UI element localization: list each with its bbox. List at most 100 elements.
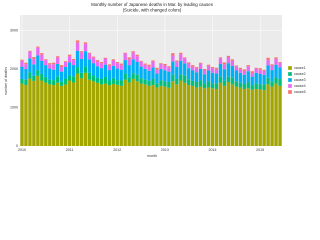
- bar-segment: [246, 82, 250, 89]
- bar-segment: [83, 66, 88, 73]
- bar-segment: [151, 60, 155, 62]
- bar-segment: [28, 51, 32, 59]
- bar-segment: [60, 67, 64, 72]
- bar-segment: [95, 77, 100, 83]
- bar-segment: [60, 71, 64, 82]
- bar-segment: [171, 55, 175, 62]
- legend-swatch: [287, 77, 293, 83]
- bar-segment: [262, 84, 266, 91]
- bar-segment: [91, 81, 96, 146]
- bar-segment: [206, 87, 211, 146]
- bar-segment: [127, 59, 131, 66]
- chart-subtitle: (Suicide, with changed colors): [123, 8, 182, 13]
- bar-segment: [127, 57, 131, 60]
- bar-segment: [127, 65, 131, 78]
- bar-segment: [262, 70, 266, 75]
- bar-segment: [91, 56, 96, 58]
- bar-segment: [210, 72, 215, 84]
- x-tick-label: 2013: [161, 148, 169, 152]
- bar-segment: [230, 65, 235, 78]
- bar-segment: [163, 65, 167, 71]
- bar-segment: [171, 74, 175, 82]
- chart-title: Monthly number of Japanese deaths in Mar…: [91, 2, 214, 7]
- bar-segment: [48, 64, 52, 69]
- bar-segment: [36, 47, 40, 56]
- bar-segment: [246, 88, 250, 146]
- bar-segment: [175, 84, 179, 146]
- bar-segment: [32, 64, 36, 76]
- bar-segment: [119, 65, 123, 70]
- bar-segment: [167, 67, 171, 72]
- bar-segment: [123, 60, 127, 74]
- bar-segment: [151, 78, 155, 86]
- bar-segment: [210, 68, 215, 73]
- bar-segment: [28, 58, 32, 73]
- bar-segment: [242, 74, 246, 84]
- bar-segment: [111, 60, 115, 66]
- bar-segment: [206, 65, 211, 71]
- bar-segment: [278, 62, 282, 68]
- bar-segment: [218, 63, 223, 77]
- bar-segment: [24, 85, 28, 146]
- y-tick-label: 2000: [10, 67, 18, 71]
- bar-segment: [230, 77, 235, 85]
- bar-segment: [179, 80, 183, 146]
- bar-segment: [270, 64, 274, 66]
- y-tick-label: 3000: [10, 28, 18, 32]
- bar-segment: [28, 50, 32, 52]
- bar-segment: [278, 78, 282, 86]
- bar-segment: [238, 72, 242, 83]
- bar-segment: [143, 84, 147, 146]
- bar-segment: [135, 62, 139, 75]
- bar-segment: [198, 63, 203, 69]
- bar-segment: [179, 54, 183, 61]
- x-tick-label: 2011: [66, 148, 74, 152]
- bar-segment: [270, 81, 274, 87]
- bar-segment: [254, 67, 258, 69]
- x-tick-label: 2014: [209, 148, 217, 152]
- bar-segment: [52, 80, 56, 86]
- bar-segment: [147, 80, 151, 86]
- bar-segment: [222, 80, 227, 86]
- bar-segment: [48, 68, 52, 80]
- bar-segment: [167, 87, 171, 146]
- bar-segment: [198, 62, 203, 64]
- bar-segment: [167, 66, 171, 68]
- bar-segment: [274, 58, 278, 65]
- bar-segment: [159, 85, 163, 146]
- legend-label: cause1: [294, 66, 306, 70]
- bar-segment: [155, 73, 159, 84]
- bar-segment: [258, 89, 262, 146]
- bar-segment: [258, 73, 262, 85]
- bar-segment: [171, 61, 175, 75]
- bar-segment: [226, 63, 231, 77]
- bar-segment: [115, 68, 119, 81]
- bar-segment: [71, 76, 76, 83]
- bar-segment: [83, 42, 88, 44]
- bar-segment: [194, 68, 199, 73]
- bar-segment: [214, 73, 219, 84]
- bar-segment: [242, 69, 246, 71]
- bar-segment: [40, 60, 44, 74]
- bar-segment: [210, 88, 215, 146]
- bar-segment: [24, 79, 28, 86]
- bar-segment: [147, 64, 151, 67]
- bar-segment: [99, 78, 104, 85]
- bar-segment: [75, 42, 80, 51]
- bar-segment: [250, 76, 254, 86]
- bar-segment: [238, 67, 242, 69]
- bar-segment: [36, 46, 40, 48]
- bar-segment: [99, 84, 104, 146]
- bar-segment: [183, 57, 187, 59]
- bar-segment: [159, 80, 163, 86]
- bar-segment: [20, 59, 24, 61]
- bar-segment: [226, 82, 231, 146]
- bar-segment: [95, 66, 100, 78]
- bar-segment: [206, 64, 211, 66]
- bar-segment: [135, 54, 139, 57]
- bar-segment: [238, 82, 242, 88]
- bar-segment: [226, 76, 231, 83]
- bar-segment: [155, 83, 159, 88]
- bar-segment: [218, 82, 223, 146]
- bar-segment: [139, 61, 143, 67]
